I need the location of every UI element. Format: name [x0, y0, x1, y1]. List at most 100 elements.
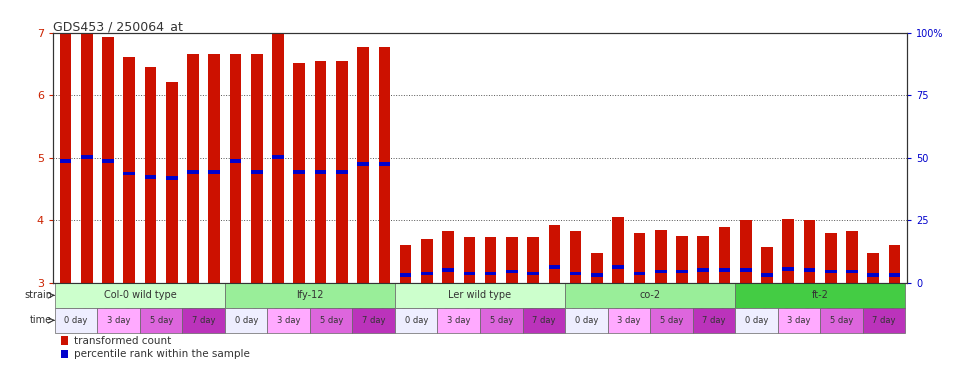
Text: transformed count: transformed count [74, 336, 172, 346]
Bar [820, 308, 863, 333]
Bar [782, 219, 794, 283]
Bar [315, 61, 326, 283]
Bar [182, 308, 225, 333]
Bar [443, 231, 454, 283]
Text: 3 day: 3 day [107, 316, 131, 325]
Text: 7 day: 7 day [702, 316, 726, 325]
Bar [527, 272, 539, 275]
Text: time: time [30, 315, 52, 325]
Text: Col-0 wild type: Col-0 wild type [104, 290, 177, 300]
Bar [867, 254, 879, 283]
Bar [548, 225, 561, 283]
Bar [570, 231, 582, 283]
Bar [421, 239, 433, 283]
Text: ft-2: ft-2 [811, 290, 828, 300]
Text: lfy-12: lfy-12 [297, 290, 324, 300]
Bar [692, 308, 735, 333]
Bar [166, 176, 178, 180]
Text: 7 day: 7 day [532, 316, 556, 325]
Bar [208, 170, 220, 173]
Bar [480, 308, 522, 333]
Bar [166, 82, 178, 283]
Bar [61, 336, 68, 345]
Bar [591, 273, 603, 277]
Bar [761, 273, 773, 277]
Text: 3 day: 3 day [447, 316, 470, 325]
Bar [294, 170, 305, 173]
Bar [650, 308, 692, 333]
Bar [612, 217, 624, 283]
Bar [399, 273, 412, 277]
Bar [438, 308, 480, 333]
Bar [735, 283, 905, 308]
Bar [846, 231, 858, 283]
Bar [506, 270, 517, 273]
Bar [612, 265, 624, 269]
Bar [55, 283, 225, 308]
Text: strain: strain [24, 290, 52, 300]
Bar [229, 53, 241, 283]
Bar [102, 37, 114, 283]
Bar [251, 53, 263, 283]
Bar [676, 236, 687, 283]
Bar [60, 33, 71, 283]
Bar [867, 273, 879, 277]
Bar [740, 268, 752, 272]
Text: 7 day: 7 day [362, 316, 386, 325]
Text: 3 day: 3 day [617, 316, 640, 325]
Bar [846, 270, 858, 273]
Bar [357, 162, 369, 166]
Text: 3 day: 3 day [277, 316, 300, 325]
Bar [825, 270, 836, 273]
Text: 5 day: 5 day [490, 316, 513, 325]
Bar [889, 273, 900, 277]
Bar [310, 308, 352, 333]
Bar [315, 170, 326, 173]
Bar [565, 283, 735, 308]
Bar [655, 230, 666, 283]
Bar [697, 236, 709, 283]
Bar [60, 159, 71, 163]
Bar [187, 53, 199, 283]
Bar [778, 308, 820, 333]
Bar [378, 162, 390, 166]
Text: 5 day: 5 day [660, 316, 683, 325]
Bar [273, 155, 284, 158]
Bar [485, 272, 496, 275]
Text: 5 day: 5 day [320, 316, 343, 325]
Text: 3 day: 3 day [787, 316, 810, 325]
Bar [740, 220, 752, 283]
Text: Ler wild type: Ler wild type [448, 290, 512, 300]
Bar [273, 33, 284, 283]
Bar [735, 308, 778, 333]
Bar [506, 237, 517, 283]
Bar [443, 268, 454, 272]
Bar [81, 33, 93, 283]
Bar [889, 245, 900, 283]
Bar [251, 170, 263, 173]
Bar [124, 172, 135, 175]
Bar [464, 272, 475, 275]
Bar [804, 220, 815, 283]
Bar [464, 237, 475, 283]
Text: 5 day: 5 day [150, 316, 173, 325]
Text: 0 day: 0 day [404, 316, 428, 325]
Bar [145, 175, 156, 179]
Text: 0 day: 0 day [575, 316, 598, 325]
Bar [634, 233, 645, 283]
Text: 0 day: 0 day [745, 316, 768, 325]
Bar [208, 53, 220, 283]
Bar [294, 63, 305, 283]
Bar [719, 268, 731, 272]
Bar [268, 308, 310, 333]
Bar [761, 247, 773, 283]
Bar [863, 308, 905, 333]
Bar [336, 170, 348, 173]
Bar [357, 47, 369, 283]
Bar [421, 272, 433, 275]
Bar [485, 237, 496, 283]
Text: 0 day: 0 day [234, 316, 258, 325]
Bar [719, 227, 731, 283]
Bar [229, 159, 241, 163]
Bar [145, 67, 156, 283]
